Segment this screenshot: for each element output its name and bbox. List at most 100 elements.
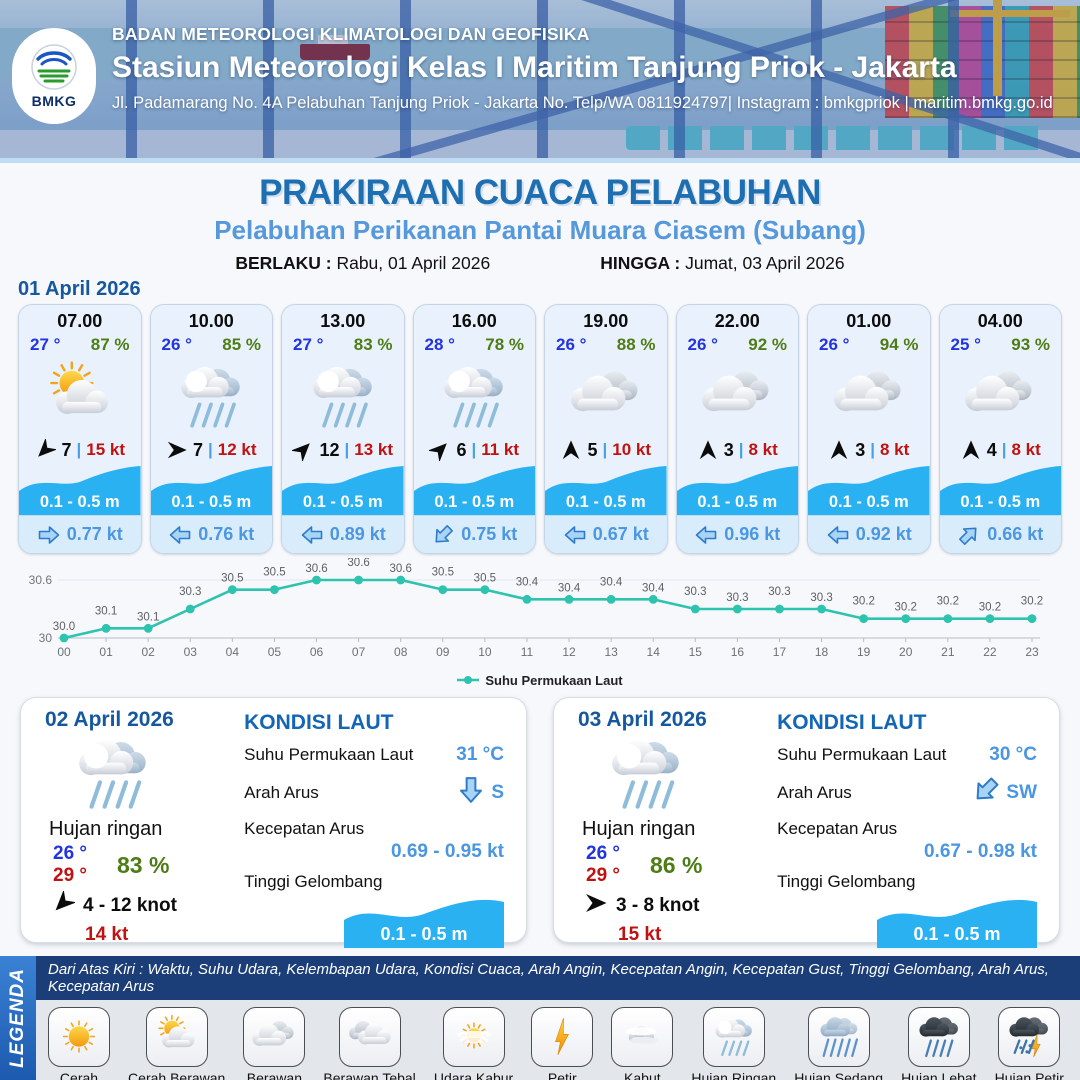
current-row: 0.92 kt bbox=[808, 515, 930, 553]
svg-text:23: 23 bbox=[1025, 645, 1039, 659]
daily-forecast-card: 02 April 2026 Hujan ringan 26 ° 29 ° 83 … bbox=[20, 697, 527, 948]
sst-label: Suhu Permukaan Laut bbox=[244, 745, 414, 764]
current-direction-icon bbox=[959, 526, 977, 545]
legend-item: Cerah bbox=[48, 1007, 110, 1080]
temperature-min: 26 ° bbox=[53, 843, 88, 864]
wind-speed: 3 bbox=[855, 439, 866, 460]
sst-value: 31 °C bbox=[456, 744, 504, 765]
svg-text:12: 12 bbox=[562, 645, 576, 659]
wind-direction-icon bbox=[962, 440, 979, 460]
legend-item-label: Hujan Petir bbox=[994, 1070, 1064, 1080]
legend-item-label: Hujan Lebat bbox=[901, 1070, 977, 1080]
legend-item-label: Berawan Tebal bbox=[323, 1070, 416, 1080]
svg-text:02: 02 bbox=[141, 645, 155, 659]
svg-text:16: 16 bbox=[731, 645, 745, 659]
cerah-berawan-icon bbox=[158, 1014, 195, 1048]
valid-from-label: BERLAKU : bbox=[235, 253, 332, 273]
gust-speed: 8 kt bbox=[1011, 440, 1041, 459]
svg-text:30.5: 30.5 bbox=[263, 567, 285, 579]
time-label: 13.00 bbox=[320, 311, 366, 331]
daily-date: 03 April 2026 bbox=[578, 708, 707, 731]
wave-height-value: 0.1 - 0.5 m bbox=[302, 493, 383, 511]
data-point bbox=[101, 623, 111, 633]
gust-speed: 8 kt bbox=[879, 440, 910, 459]
chart-legend: Suhu Permukaan Laut bbox=[16, 671, 1064, 689]
legend-title: LEGENDA bbox=[0, 956, 36, 1080]
humidity: 85 % bbox=[222, 335, 261, 354]
current-speed: 0.76 kt bbox=[198, 524, 255, 544]
humidity: 94 % bbox=[879, 335, 919, 354]
wind-row: 7 | 12 kt bbox=[151, 437, 273, 463]
current-speed: 0.92 kt bbox=[855, 524, 912, 544]
time-label: 07.00 bbox=[57, 311, 103, 331]
svg-text:17: 17 bbox=[773, 645, 787, 659]
hourly-forecast-section: 01 April 2026 07.00 27 ° 87 % 7 | 15 kt … bbox=[0, 278, 1080, 554]
current-direction-icon bbox=[695, 525, 717, 544]
hourly-card: 01.00 26 ° 94 % 3 | 8 kt 0.1 - 0.5 m 0. bbox=[807, 304, 931, 554]
legend-marker-icon bbox=[457, 676, 480, 684]
wave-icon bbox=[413, 466, 535, 515]
svg-text:18: 18 bbox=[815, 645, 829, 659]
wave-height-value: 0.1 - 0.5 m bbox=[697, 493, 778, 511]
bmkg-logo-icon bbox=[31, 44, 77, 90]
svg-text:01: 01 bbox=[99, 645, 113, 659]
data-point bbox=[396, 575, 406, 585]
gust-speed: 15 kt bbox=[86, 440, 126, 459]
svg-text:00: 00 bbox=[57, 645, 71, 659]
humidity: 83 % bbox=[117, 851, 170, 878]
svg-text:30.1: 30.1 bbox=[95, 605, 117, 617]
data-point bbox=[185, 604, 195, 614]
current-direction-label: Arah Arus bbox=[244, 782, 319, 802]
wave-icon bbox=[808, 466, 930, 515]
wind-speed: 7 bbox=[61, 439, 72, 460]
gust-speed: 11 kt bbox=[481, 440, 520, 459]
current-row: 0.76 kt bbox=[150, 515, 272, 553]
legend-item: Kabut bbox=[611, 1007, 674, 1080]
svg-text:22: 22 bbox=[983, 645, 997, 659]
svg-text:30.4: 30.4 bbox=[558, 582, 581, 594]
chart-legend-label: Suhu Permukaan Laut bbox=[485, 672, 623, 688]
data-point bbox=[859, 614, 869, 624]
current-direction-icon bbox=[827, 525, 849, 544]
temperature-min: 26 ° bbox=[586, 843, 621, 864]
legend-item: Cerah Berawan bbox=[128, 1007, 225, 1080]
svg-text:30.6: 30.6 bbox=[29, 573, 53, 587]
humidity: 93 % bbox=[1011, 335, 1050, 354]
humidity: 87 % bbox=[90, 335, 130, 354]
wind-row: 4 | 8 kt bbox=[940, 437, 1062, 463]
svg-text:30.2: 30.2 bbox=[937, 596, 959, 608]
time-label: 01.00 bbox=[846, 311, 892, 331]
legend-item-label: Berawan bbox=[246, 1070, 302, 1080]
wave-height: 0.1 - 0.5 m bbox=[939, 463, 1061, 515]
gust-speed: 10 kt bbox=[612, 440, 652, 459]
wind-speed: 5 bbox=[587, 439, 598, 460]
legend-item-label: Cerah Berawan bbox=[128, 1070, 226, 1080]
svg-text:30.2: 30.2 bbox=[895, 602, 917, 614]
temperature-max: 29 ° bbox=[586, 865, 621, 886]
humidity: 88 % bbox=[616, 335, 656, 354]
time-label: 22.00 bbox=[714, 311, 760, 331]
wave-height: 0.1 - 0.5 m bbox=[808, 463, 930, 515]
svg-text:30.6: 30.6 bbox=[347, 558, 369, 569]
hujan-ringan-icon bbox=[612, 739, 679, 809]
humidity: 78 % bbox=[485, 335, 524, 354]
temperature: 26 ° bbox=[687, 335, 718, 354]
wind-direction-icon bbox=[586, 894, 607, 912]
svg-text:06: 06 bbox=[310, 645, 324, 659]
current-direction-icon bbox=[976, 777, 999, 800]
svg-text:09: 09 bbox=[436, 645, 450, 659]
current-row: 0.96 kt bbox=[676, 515, 798, 553]
wave-height-value: 0.1 - 0.5 m bbox=[960, 493, 1041, 511]
temperature: 28 ° bbox=[424, 335, 455, 354]
svg-text:30.0: 30.0 bbox=[53, 621, 75, 633]
gust-speed: 13 kt bbox=[354, 440, 394, 459]
svg-text:30.4: 30.4 bbox=[516, 576, 539, 588]
forecast-date: 01 April 2026 bbox=[18, 278, 141, 300]
svg-text:20: 20 bbox=[899, 645, 913, 659]
sea-condition-panel: KONDISI LAUT Suhu Permukaan Laut 31 °C A… bbox=[238, 698, 526, 948]
weather-icon-holder bbox=[19, 357, 141, 437]
humidity: 92 % bbox=[748, 335, 787, 354]
wind-range: 4 - 12 knot bbox=[83, 895, 177, 916]
wave-height-value: 0.1 - 0.5 m bbox=[565, 493, 646, 511]
wave-icon bbox=[19, 466, 141, 515]
